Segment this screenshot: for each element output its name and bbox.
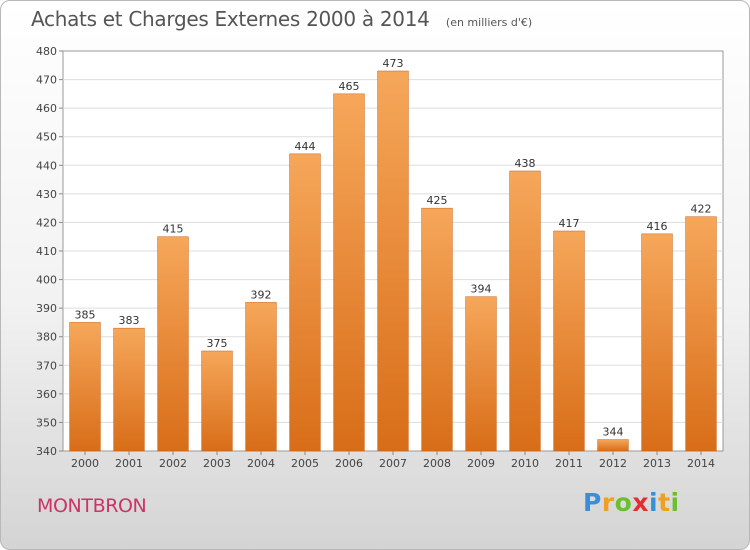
x-tick-label: 2004 bbox=[247, 457, 275, 470]
data-label-2005: 444 bbox=[295, 140, 316, 153]
y-tick-label: 440 bbox=[36, 159, 57, 172]
data-label-2003: 375 bbox=[207, 337, 228, 350]
data-label-2014: 422 bbox=[691, 203, 712, 216]
y-tick-label: 360 bbox=[36, 388, 57, 401]
y-tick-label: 430 bbox=[36, 188, 57, 201]
bar-2010 bbox=[509, 170, 541, 452]
logo-letter: i bbox=[670, 488, 680, 517]
y-tick-label: 460 bbox=[36, 102, 57, 115]
x-tick-label: 2003 bbox=[203, 457, 231, 470]
commune-name: MONTBRON bbox=[37, 495, 147, 517]
x-tick-label: 2014 bbox=[687, 457, 715, 470]
data-label-2009: 394 bbox=[471, 283, 492, 296]
bar-2009 bbox=[465, 296, 497, 452]
logo-letter: P bbox=[583, 488, 602, 517]
x-tick-label: 2007 bbox=[379, 457, 407, 470]
x-tick-label: 2001 bbox=[115, 457, 143, 470]
bar-2006 bbox=[333, 93, 365, 452]
y-tick-label: 350 bbox=[36, 416, 57, 429]
bar-2005 bbox=[289, 153, 321, 452]
x-tick-label: 2009 bbox=[467, 457, 495, 470]
x-tick-label: 2012 bbox=[599, 457, 627, 470]
bar-2011 bbox=[553, 230, 585, 452]
bar-2007 bbox=[377, 70, 409, 452]
x-tick-label: 2000 bbox=[71, 457, 99, 470]
chart-unit-note: (en milliers d'€) bbox=[445, 16, 533, 29]
bar-series bbox=[69, 70, 717, 452]
data-label-2008: 425 bbox=[427, 194, 448, 207]
logo-letter: i bbox=[649, 488, 659, 517]
y-axis: 340 350 360 370 380 390 400 410 420 430 440 450 460 4… bbox=[36, 45, 63, 458]
y-tick-label: 470 bbox=[36, 74, 57, 87]
y-tick-label: 410 bbox=[36, 245, 57, 258]
y-tick-label: 480 bbox=[36, 45, 57, 58]
logo-letter: x bbox=[632, 488, 649, 517]
bar-2013 bbox=[641, 233, 673, 452]
chart-title: Achats et Charges Externes 2000 à 2014 (… bbox=[31, 7, 532, 31]
y-tick-label: 370 bbox=[36, 359, 57, 372]
data-label-2007: 473 bbox=[383, 57, 404, 70]
bar-2004 bbox=[245, 302, 277, 452]
logo-letter: t bbox=[658, 488, 671, 517]
proxiti-logo[interactable]: Proxiti bbox=[583, 488, 680, 517]
bar-2001 bbox=[113, 327, 145, 452]
logo-letter: o bbox=[614, 488, 633, 517]
bar-2000 bbox=[69, 322, 101, 452]
bar-2002 bbox=[157, 236, 189, 452]
data-label-2013: 416 bbox=[647, 220, 668, 233]
x-tick-label: 2005 bbox=[291, 457, 319, 470]
y-tick-label: 340 bbox=[36, 445, 57, 458]
bar-2012 bbox=[597, 439, 629, 452]
chart-title-text: Achats et Charges Externes 2000 à 2014 bbox=[31, 7, 430, 31]
x-tick-label: 2010 bbox=[511, 457, 539, 470]
x-tick-label: 2013 bbox=[643, 457, 671, 470]
data-labels: 385 383 415 375 392 444 465 473 425 394 438 417 344 4… bbox=[75, 57, 712, 439]
data-label-2011: 417 bbox=[559, 217, 580, 230]
y-tick-label: 420 bbox=[36, 216, 57, 229]
x-tick-label: 2006 bbox=[335, 457, 363, 470]
y-tick-label: 450 bbox=[36, 131, 57, 144]
data-label-2002: 415 bbox=[163, 223, 184, 236]
bar-2003 bbox=[201, 350, 233, 452]
data-label-2000: 385 bbox=[75, 308, 96, 321]
bar-2014 bbox=[685, 216, 717, 452]
data-label-2012: 344 bbox=[603, 426, 624, 439]
x-tick-label: 2002 bbox=[159, 457, 187, 470]
data-label-2010: 438 bbox=[515, 157, 536, 170]
data-label-2006: 465 bbox=[339, 80, 360, 93]
bar-2008 bbox=[421, 207, 453, 452]
y-tick-label: 400 bbox=[36, 274, 57, 287]
data-label-2004: 392 bbox=[251, 288, 272, 301]
y-tick-label: 380 bbox=[36, 331, 57, 344]
x-tick-label: 2011 bbox=[555, 457, 583, 470]
x-axis: 2000 2001 2002 2003 2004 2005 2006 2007 2008 2009… bbox=[71, 451, 715, 470]
data-label-2001: 383 bbox=[119, 314, 140, 327]
logo-letter: r bbox=[601, 488, 615, 517]
y-tick-label: 390 bbox=[36, 302, 57, 315]
x-tick-label: 2008 bbox=[423, 457, 451, 470]
